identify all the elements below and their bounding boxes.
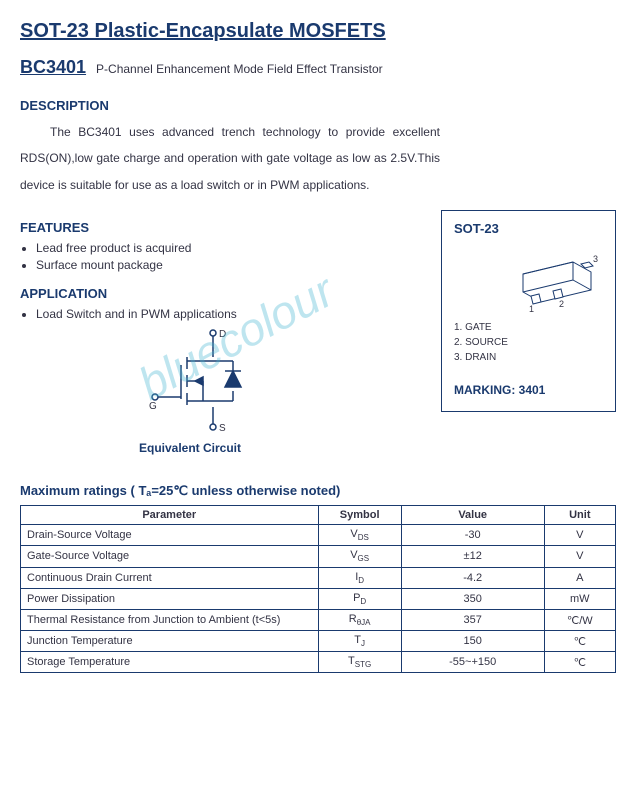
ratings-header-row: Parameter Symbol Value Unit [21, 506, 616, 525]
svg-text:3: 3 [593, 254, 598, 264]
cell-parameter: Continuous Drain Current [21, 567, 319, 588]
ratings-row: Gate-Source VoltageVGS±12V [21, 546, 616, 567]
ratings-row: Continuous Drain CurrentID-4.2A [21, 567, 616, 588]
cell-unit: A [544, 567, 615, 588]
col-unit: Unit [544, 506, 615, 525]
equivalent-circuit: D G S Equivalent Circuit [80, 327, 300, 455]
package-outline-icon: 3 1 2 [503, 244, 603, 314]
cell-parameter: Thermal Resistance from Junction to Ambi… [21, 609, 319, 630]
application-header: APPLICATION [20, 286, 431, 301]
cell-symbol: VDS [318, 525, 401, 546]
cell-parameter: Power Dissipation [21, 588, 319, 609]
col-symbol: Symbol [318, 506, 401, 525]
col-value: Value [401, 506, 544, 525]
part-description: P-Channel Enhancement Mode Field Effect … [96, 62, 383, 76]
package-title: SOT-23 [454, 221, 603, 236]
package-pin: 1. GATE [454, 320, 603, 335]
cell-unit: ℃ [544, 652, 615, 673]
cell-unit: V [544, 546, 615, 567]
package-box: SOT-23 3 1 2 [441, 210, 616, 412]
cell-unit: ℃/W [544, 609, 615, 630]
cell-value: -4.2 [401, 567, 544, 588]
svg-text:2: 2 [559, 299, 564, 309]
cell-parameter: Junction Temperature [21, 631, 319, 652]
cell-symbol: ID [318, 567, 401, 588]
description-header: DESCRIPTION [20, 98, 616, 113]
ratings-title: Maximum ratings ( Tₐ=25℃ unless otherwis… [20, 483, 616, 499]
col-parameter: Parameter [21, 506, 319, 525]
cell-value: ±12 [401, 546, 544, 567]
ratings-row: Drain-Source VoltageVDS-30V [21, 525, 616, 546]
cell-unit: mW [544, 588, 615, 609]
cell-value: 150 [401, 631, 544, 652]
part-number: BC3401 [20, 57, 86, 78]
package-marking: MARKING: 3401 [454, 383, 603, 397]
cell-unit: ℃ [544, 631, 615, 652]
application-item: Load Switch and in PWM applications [36, 307, 431, 321]
cell-value: -30 [401, 525, 544, 546]
ratings-row: Thermal Resistance from Junction to Ambi… [21, 609, 616, 630]
pin-g-label: G [149, 401, 157, 412]
page-title: SOT-23 Plastic-Encapsulate MOSFETS [20, 20, 616, 43]
feature-item: Lead free product is acquired [36, 241, 431, 255]
cell-parameter: Storage Temperature [21, 652, 319, 673]
cell-value: 357 [401, 609, 544, 630]
package-pin-list: 1. GATE 2. SOURCE 3. DRAIN [454, 320, 603, 365]
cell-parameter: Drain-Source Voltage [21, 525, 319, 546]
features-header: FEATURES [20, 220, 431, 235]
cell-symbol: TSTG [318, 652, 401, 673]
package-pin: 2. SOURCE [454, 335, 603, 350]
cell-parameter: Gate-Source Voltage [21, 546, 319, 567]
package-pin: 3. DRAIN [454, 350, 603, 365]
cell-value: -55~+150 [401, 652, 544, 673]
cell-symbol: PD [318, 588, 401, 609]
ratings-table: Parameter Symbol Value Unit Drain-Source… [20, 505, 616, 673]
description-text: The BC3401 uses advanced trench technolo… [20, 119, 440, 198]
feature-item: Surface mount package [36, 258, 431, 272]
cell-value: 350 [401, 588, 544, 609]
pin-d-label: D [219, 329, 226, 340]
pin-s-label: S [219, 423, 226, 434]
ratings-row: Power DissipationPD350mW [21, 588, 616, 609]
features-list: Lead free product is acquired Surface mo… [36, 241, 431, 272]
part-row: BC3401 P-Channel Enhancement Mode Field … [20, 57, 616, 78]
cell-symbol: TJ [318, 631, 401, 652]
ratings-row: Junction TemperatureTJ150℃ [21, 631, 616, 652]
application-list: Load Switch and in PWM applications [36, 307, 431, 321]
svg-text:1: 1 [529, 304, 534, 314]
cell-symbol: VGS [318, 546, 401, 567]
circuit-diagram-icon: D G S [125, 327, 255, 437]
circuit-label: Equivalent Circuit [139, 441, 241, 455]
cell-unit: V [544, 525, 615, 546]
cell-symbol: RθJA [318, 609, 401, 630]
ratings-row: Storage TemperatureTSTG-55~+150℃ [21, 652, 616, 673]
